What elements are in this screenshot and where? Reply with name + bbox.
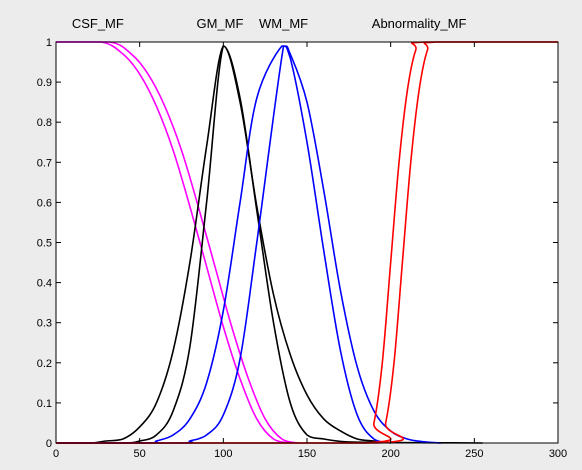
- series-name-label: WM_MF: [259, 16, 308, 31]
- series-line-1: [56, 41, 291, 444]
- y-tick-label: 0.6: [37, 197, 52, 209]
- y-tick-label: 0.9: [37, 77, 52, 89]
- plot-frame: [55, 41, 559, 444]
- y-tick-label: 0.1: [37, 398, 52, 410]
- y-tick-label: 0.7: [37, 157, 52, 169]
- x-tick-label: 0: [53, 448, 59, 460]
- y-tick-label: 0.8: [37, 117, 52, 129]
- y-tick-label: 0.4: [37, 278, 52, 290]
- series-name-label: GM_MF: [197, 16, 244, 31]
- y-tick-label: 0.3: [37, 318, 52, 330]
- x-tick-label: 200: [381, 448, 399, 460]
- x-tick-label: 50: [134, 448, 146, 460]
- x-tick-label: 150: [298, 448, 316, 460]
- series-line-4: [56, 45, 483, 444]
- series-name-label: CSF_MF: [72, 16, 124, 31]
- y-tick-label: 0: [46, 438, 52, 450]
- y-tick-label: 0.2: [37, 358, 52, 370]
- x-tick-label: 250: [465, 448, 483, 460]
- y-tick-label: 0.5: [37, 238, 52, 250]
- x-tick-label: 300: [549, 448, 567, 460]
- x-tick-label: 100: [214, 448, 232, 460]
- plot-area: [55, 41, 559, 444]
- x-axis-ticks: 0 50 100 150 200 250 300: [53, 42, 567, 460]
- series-name-label: Abnormality_MF: [372, 16, 467, 31]
- series-labels: CSF_MF GM_MF WM_MF Abnormality_MF: [72, 16, 467, 31]
- y-tick-label: 1: [46, 37, 52, 49]
- series-line-5: [56, 45, 391, 444]
